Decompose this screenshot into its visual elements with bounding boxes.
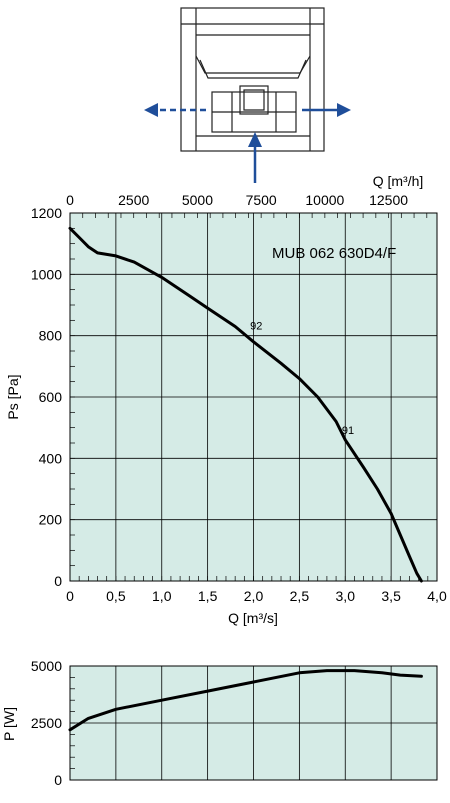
- power-y-ticks: 0 2500 5000: [31, 658, 62, 788]
- pressure-x-tick-label: 3,0: [336, 588, 356, 604]
- pressure-efficiency-label: 91: [342, 425, 354, 437]
- pressure-x-tick-label: 0,5: [106, 588, 126, 604]
- arrow-right-icon: [337, 103, 351, 117]
- pressure-y-ticks: 0 200 400 600 800 1000 1200: [31, 205, 62, 589]
- pressure-y-tick-label: 1200: [31, 205, 62, 221]
- power-y-tick-label: 2500: [31, 715, 62, 731]
- pressure-x2-tick-label: 7500: [246, 192, 277, 208]
- pressure-efficiency-label: 92: [250, 321, 262, 333]
- pressure-curve: [68, 226, 423, 583]
- power-grid: [70, 665, 437, 781]
- power-y-tick-label: 5000: [31, 658, 62, 674]
- pressure-x2-tick-label: 2500: [118, 192, 149, 208]
- power-curve: [68, 669, 423, 732]
- power-chart: 0 2500 5000 P [W]: [1, 658, 438, 788]
- pressure-y-tick-label: 1000: [31, 266, 62, 282]
- pressure-y-tick-label: 200: [39, 512, 63, 528]
- pressure-grid: [69, 212, 438, 582]
- pressure-chart-title: MUB 062 630D4/F: [272, 245, 396, 262]
- power-y-tick-label: 0: [54, 772, 62, 788]
- pressure-x-tick-label: 1,0: [152, 588, 172, 604]
- pressure-x2-label: Q [m³/h]: [373, 173, 424, 189]
- pressure-y-tick-label: 0: [54, 573, 62, 589]
- pressure-chart: 0 0,5 1,0 1,5 2,0 2,5 3,0 3,5 4,0 0 200 400 600 800 1…: [5, 173, 447, 626]
- pressure-x2-tick-label: 5000: [182, 192, 213, 208]
- pressure-x-tick-label: 2,5: [290, 588, 310, 604]
- pressure-x2-tick-label: 10000: [305, 192, 344, 208]
- pressure-y-tick-label: 600: [39, 389, 63, 405]
- pressure-x-tick-label: 2,0: [244, 588, 264, 604]
- unit-schematic: [180, 7, 325, 152]
- pressure-x-label: Q [m³/s]: [228, 610, 278, 626]
- pressure-x2-ticks: 0 2500 5000 7500 10000 12500: [66, 192, 408, 208]
- pressure-x-tick-label: 4,0: [427, 588, 447, 604]
- pressure-x-ticks: 0 0,5 1,0 1,5 2,0 2,5 3,0 3,5 4,0: [66, 588, 447, 604]
- arrow-up-icon: [248, 132, 262, 147]
- pressure-x-tick-label: 1,5: [198, 588, 218, 604]
- arrow-left-icon: [144, 103, 158, 117]
- pressure-x-tick-label: 0: [66, 588, 74, 604]
- pressure-y-label: Ps [Pa]: [5, 374, 21, 419]
- pressure-annotations: 92 91: [250, 321, 354, 437]
- pressure-x-tick-label: 3,5: [381, 588, 401, 604]
- power-y-label: P [W]: [1, 707, 17, 741]
- airflow-arrows: [144, 103, 351, 183]
- pressure-x2-tick-label: 12500: [369, 192, 408, 208]
- pressure-y-tick-label: 400: [39, 450, 63, 466]
- pressure-y-tick-label: 800: [39, 328, 63, 344]
- pressure-x2-tick-label: 0: [66, 192, 74, 208]
